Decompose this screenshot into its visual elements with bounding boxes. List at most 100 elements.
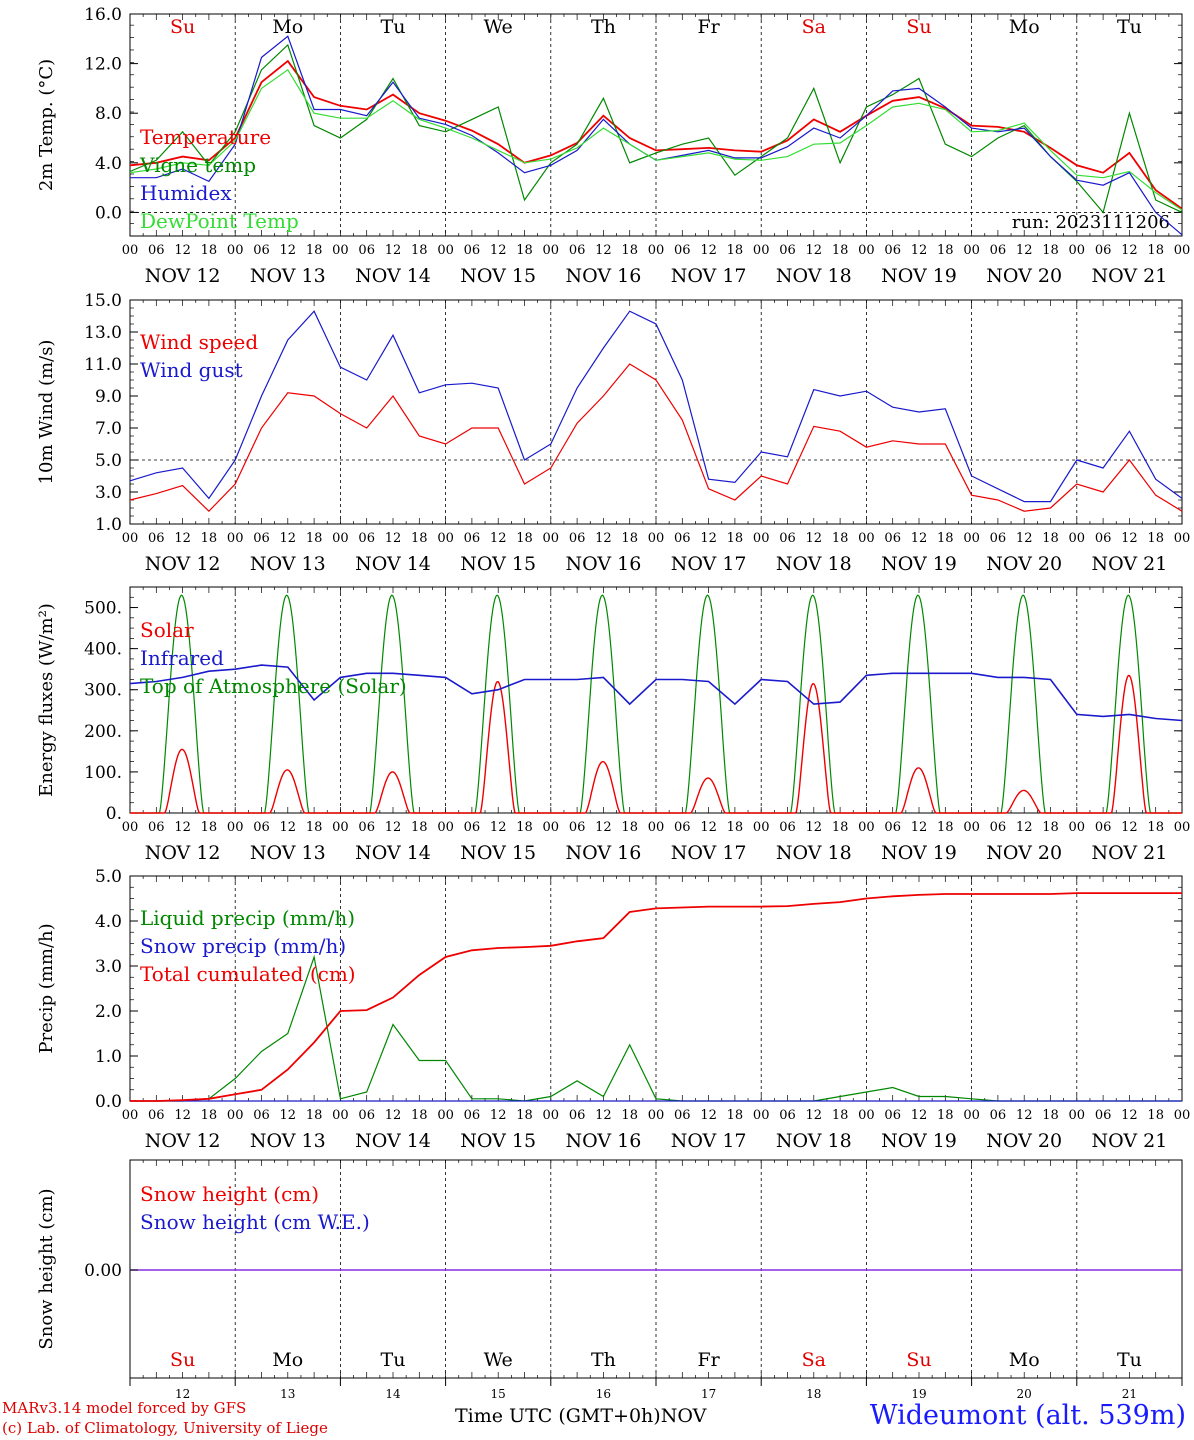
hour-tick-label: 00 — [648, 820, 665, 835]
hour-tick-label: 18 — [201, 243, 218, 258]
hour-tick-label: 00 — [1174, 820, 1191, 835]
hour-tick-label: 06 — [569, 1108, 586, 1123]
hour-tick-label: 06 — [253, 531, 270, 546]
day-number-label: 15 — [491, 1387, 506, 1401]
day-number-label: 20 — [1017, 1387, 1032, 1401]
y-tick-label: 9.0 — [95, 387, 122, 407]
hour-tick-label: 06 — [674, 531, 691, 546]
hour-tick-label: 12 — [806, 1108, 823, 1123]
y-tick-label: 3.0 — [95, 483, 122, 503]
hour-tick-label: 06 — [148, 820, 165, 835]
legend-entry: Snow precip (mm/h) — [140, 934, 346, 958]
day-name-label: Tu — [1117, 1349, 1142, 1371]
day-name-label: Mo — [272, 1349, 303, 1371]
hour-tick-label: 00 — [963, 243, 980, 258]
hour-tick-label: 12 — [174, 243, 191, 258]
hour-tick-label: 18 — [727, 243, 744, 258]
date-label: NOV 21 — [1091, 1130, 1167, 1152]
hour-tick-label: 18 — [1147, 531, 1164, 546]
hour-tick-label: 06 — [1095, 1108, 1112, 1123]
y-tick-label: 500. — [84, 599, 122, 619]
hour-tick-label: 00 — [648, 1108, 665, 1123]
day-name-label: Sa — [802, 16, 826, 38]
hour-tick-label: 12 — [1121, 820, 1138, 835]
y-axis-label: Energy fluxes (W/m²) — [36, 603, 57, 797]
hour-tick-label: 12 — [280, 531, 297, 546]
hour-tick-label: 06 — [148, 243, 165, 258]
day-name-label: Tu — [1117, 16, 1142, 38]
hour-tick-label: 12 — [385, 243, 402, 258]
date-label: NOV 13 — [250, 265, 326, 287]
date-label: NOV 19 — [881, 842, 957, 864]
hour-tick-label: 06 — [779, 820, 796, 835]
hour-tick-label: 12 — [595, 1108, 612, 1123]
hour-tick-label: 00 — [648, 243, 665, 258]
legend-entry: Vigne temp — [139, 153, 256, 177]
hour-tick-label: 06 — [674, 820, 691, 835]
hour-tick-label: 18 — [1042, 243, 1059, 258]
y-tick-label: 15.0 — [84, 291, 122, 311]
y-tick-label: 16.0 — [84, 5, 122, 25]
panel-1: 2m Temp. (°C) 0.0 4.0 8.0 12.0 16.0 00 06 12 18 00… — [36, 5, 1190, 287]
run-annotation: run: 2023111206 — [1012, 212, 1170, 233]
hour-tick-label: 18 — [621, 1108, 638, 1123]
hour-tick-label: 06 — [464, 1108, 481, 1123]
hour-tick-label: 18 — [411, 531, 428, 546]
date-label: NOV 20 — [986, 1130, 1062, 1152]
date-label: NOV 18 — [776, 265, 852, 287]
day-name-label: Tu — [381, 16, 406, 38]
legend-entry: Liquid precip (mm/h) — [140, 906, 355, 930]
hour-tick-label: 12 — [280, 820, 297, 835]
date-label: NOV 21 — [1091, 553, 1167, 575]
day-name-label: Su — [170, 16, 195, 38]
date-label: NOV 15 — [460, 265, 536, 287]
hour-tick-label: 18 — [937, 1108, 954, 1123]
day-name-label: Fr — [697, 16, 720, 38]
day-name-label: Su — [906, 16, 931, 38]
date-label: NOV 14 — [355, 842, 431, 864]
y-tick-label: 0.0 — [95, 1092, 122, 1112]
date-label: NOV 17 — [671, 1130, 747, 1152]
day-name-label: Mo — [1009, 1349, 1040, 1371]
hour-tick-label: 06 — [779, 243, 796, 258]
hour-tick-label: 06 — [569, 531, 586, 546]
series-line-1 — [129, 363, 1183, 513]
hour-tick-label: 00 — [437, 1108, 454, 1123]
date-label: NOV 15 — [460, 1130, 536, 1152]
legend-entry: Top of Atmosphere (Solar) — [140, 674, 407, 698]
hour-tick-label: 00 — [753, 531, 770, 546]
panel-3: Energy fluxes (W/m²) 0. 100. 200. 300. 400. 50… — [36, 586, 1191, 864]
hour-tick-label: 18 — [201, 820, 218, 835]
hour-tick-label: 18 — [621, 243, 638, 258]
legend-entry: Solar — [140, 618, 194, 642]
hour-tick-label: 00 — [963, 820, 980, 835]
hour-tick-label: 00 — [1174, 531, 1191, 546]
hour-tick-label: 00 — [227, 820, 244, 835]
hour-tick-label: 00 — [332, 243, 349, 258]
hour-tick-label: 00 — [753, 1108, 770, 1123]
y-tick-label: 13.0 — [84, 323, 122, 343]
date-label: NOV 19 — [881, 265, 957, 287]
hour-tick-label: 06 — [884, 243, 901, 258]
hour-tick-label: 06 — [990, 531, 1007, 546]
series-line-3 — [130, 892, 1182, 1102]
hour-tick-label: 18 — [621, 820, 638, 835]
y-tick-label: 0.00 — [84, 1261, 122, 1281]
hour-tick-label: 00 — [858, 243, 875, 258]
month-label: NOV — [660, 1405, 707, 1427]
day-number-label: 17 — [701, 1387, 716, 1401]
hour-tick-label: 06 — [779, 531, 796, 546]
hour-tick-label: 12 — [700, 243, 717, 258]
hour-tick-label: 18 — [516, 1108, 533, 1123]
hour-tick-label: 06 — [358, 531, 375, 546]
date-label: NOV 16 — [565, 265, 641, 287]
date-label: NOV 12 — [145, 265, 221, 287]
y-tick-label: 12.0 — [84, 55, 122, 75]
hour-tick-label: 00 — [858, 820, 875, 835]
hour-tick-label: 18 — [1042, 820, 1059, 835]
date-label: NOV 20 — [986, 553, 1062, 575]
date-label: NOV 14 — [355, 553, 431, 575]
y-tick-label: 300. — [84, 681, 122, 701]
hour-tick-label: 06 — [358, 243, 375, 258]
